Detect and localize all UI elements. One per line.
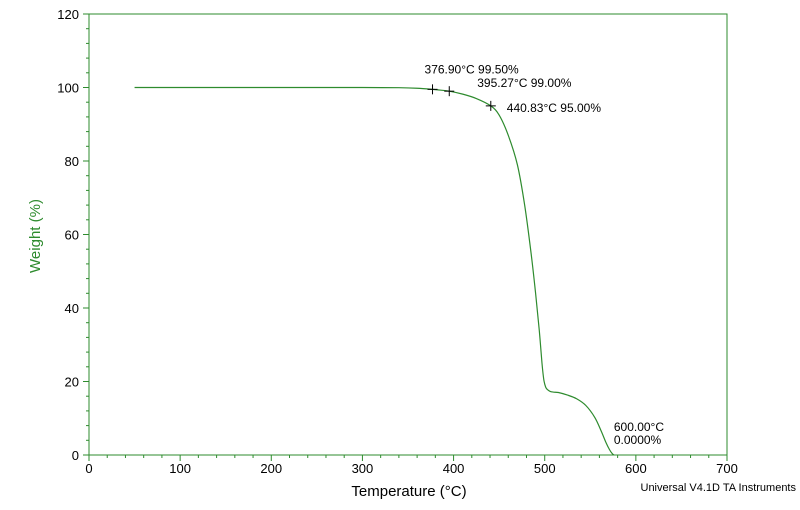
x-tick-label: 300 [352, 461, 374, 476]
x-tick-label: 100 [169, 461, 191, 476]
annotation-label: 440.83°C 95.00% [507, 101, 602, 115]
annotation-label: 0.0000% [614, 433, 662, 447]
x-axis-title: Temperature (°C) [351, 483, 466, 500]
annotation-label: 395.27°C 99.00% [477, 76, 572, 90]
x-tick-label: 500 [534, 461, 556, 476]
y-tick-label: 100 [57, 81, 79, 96]
x-tick-label: 600 [625, 461, 647, 476]
y-axis-title: Weight (%) [27, 199, 44, 273]
software-footer: Universal V4.1D TA Instruments [641, 482, 797, 494]
x-tick-label: 0 [85, 461, 92, 476]
x-tick-label: 400 [443, 461, 465, 476]
y-tick-label: 60 [65, 228, 79, 243]
y-tick-label: 80 [65, 154, 79, 169]
x-tick-label: 200 [260, 461, 282, 476]
y-tick-label: 0 [72, 448, 79, 463]
weight-curve [134, 86, 615, 456]
y-tick-label: 40 [65, 301, 79, 316]
plot-frame [88, 13, 728, 456]
y-tick-label: 20 [65, 375, 79, 390]
x-tick-label: 700 [716, 461, 738, 476]
annotation-label: 376.90°C 99.50% [425, 62, 520, 76]
annotation-label: 600.00°C [614, 420, 665, 434]
y-tick-label: 120 [57, 7, 79, 22]
